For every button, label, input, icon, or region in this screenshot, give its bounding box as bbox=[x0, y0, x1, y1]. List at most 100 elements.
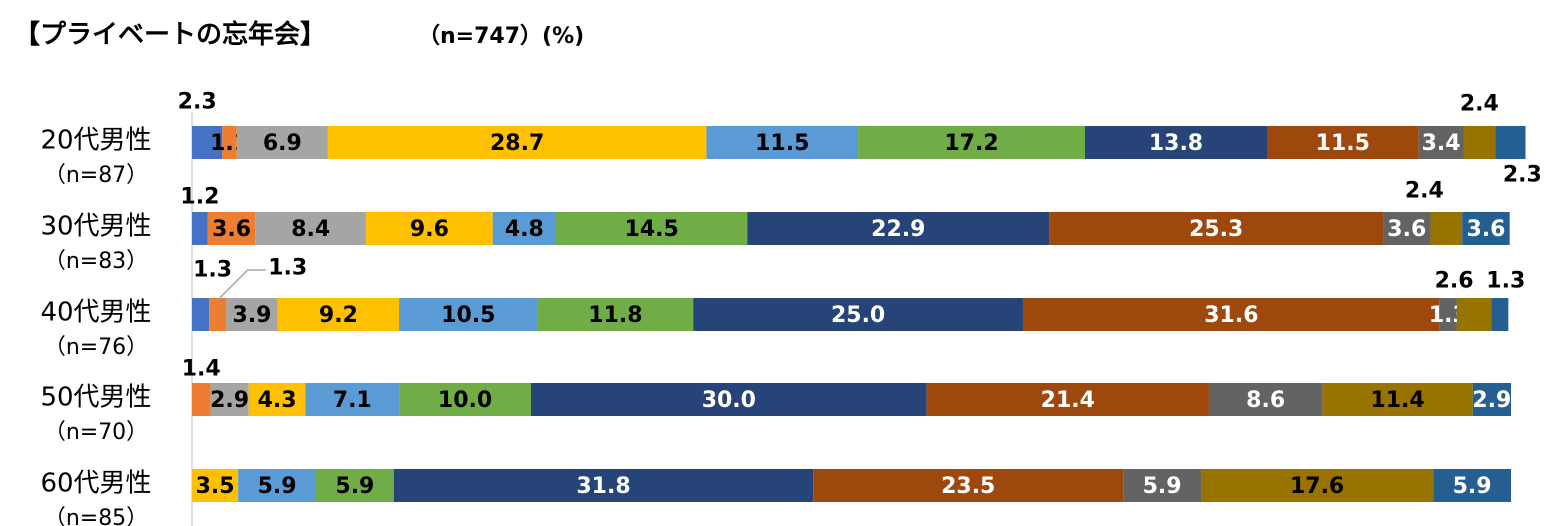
category-label: 50代男性 bbox=[40, 383, 151, 413]
data-label: 4.3 bbox=[258, 388, 297, 413]
data-label: 31.6 bbox=[1204, 303, 1258, 328]
bar-segment bbox=[238, 469, 316, 502]
data-label: 3.6 bbox=[212, 217, 251, 242]
category-n-label: （n=70） bbox=[44, 420, 148, 445]
bar-segment bbox=[1472, 383, 1511, 416]
bar-segment bbox=[858, 126, 1085, 159]
category-n-label: （n=83） bbox=[44, 249, 148, 274]
data-label: 1.3 bbox=[268, 256, 307, 281]
data-label: 5.9 bbox=[1143, 474, 1182, 499]
data-label: 8.6 bbox=[1246, 388, 1285, 413]
bar-segment bbox=[926, 383, 1209, 416]
data-label: 2.4 bbox=[1405, 179, 1444, 204]
bar-segment bbox=[1491, 298, 1509, 331]
data-label: 5.9 bbox=[335, 474, 374, 499]
category-n-label: （n=85） bbox=[44, 506, 148, 526]
data-label: 11.5 bbox=[1316, 131, 1370, 156]
bar-segment bbox=[1430, 212, 1463, 245]
bar-segment bbox=[366, 212, 493, 245]
bar-segment bbox=[315, 469, 394, 502]
bar-segment bbox=[1495, 126, 1526, 159]
bar-segment bbox=[537, 298, 694, 331]
data-label: 8.4 bbox=[291, 217, 330, 242]
data-label: 4.8 bbox=[505, 217, 544, 242]
bar-segment bbox=[209, 298, 227, 331]
data-label: 3.6 bbox=[1387, 217, 1426, 242]
bar-segment bbox=[1456, 298, 1492, 331]
bar-segment bbox=[393, 469, 814, 502]
bar-segment bbox=[1322, 383, 1473, 416]
bar-segment bbox=[1462, 212, 1510, 245]
chart-title: 【プライベートの忘年会】 bbox=[14, 20, 327, 50]
data-label: 2.4 bbox=[1460, 92, 1499, 117]
data-label: 14.5 bbox=[625, 217, 679, 242]
bar-segment bbox=[222, 126, 237, 159]
data-label: 11.8 bbox=[588, 303, 642, 328]
bar-segment bbox=[706, 126, 859, 159]
data-label: 17.6 bbox=[1290, 474, 1344, 499]
bar-segment bbox=[192, 383, 211, 416]
data-label: 3.6 bbox=[1466, 217, 1505, 242]
bar-segment bbox=[1418, 126, 1464, 159]
bar-segment bbox=[192, 469, 239, 502]
data-label: 11.4 bbox=[1370, 388, 1424, 413]
data-label: 2.3 bbox=[1503, 163, 1542, 188]
data-label: 2.3 bbox=[178, 90, 217, 115]
bar-segment bbox=[1022, 298, 1440, 331]
bar-segment bbox=[192, 126, 223, 159]
bar-segment bbox=[226, 298, 278, 331]
data-label: 23.5 bbox=[941, 474, 995, 499]
data-label: 9.2 bbox=[319, 303, 358, 328]
data-label: 2.9 bbox=[1472, 388, 1511, 413]
bar-segment bbox=[556, 212, 748, 245]
data-label: 7.1 bbox=[333, 388, 372, 413]
data-label: 3.5 bbox=[196, 474, 235, 499]
leader-line bbox=[217, 269, 266, 301]
data-label: 1.3 bbox=[1486, 269, 1525, 294]
data-label: 5.9 bbox=[258, 474, 297, 499]
data-label: 17.2 bbox=[944, 131, 998, 156]
data-label: 31.8 bbox=[576, 474, 630, 499]
data-label: 3.4 bbox=[1422, 131, 1461, 156]
bar-segment bbox=[277, 298, 400, 331]
bar-segment bbox=[492, 212, 557, 245]
bar-segment bbox=[207, 212, 256, 245]
category-n-label: （n=87） bbox=[44, 163, 148, 188]
data-label: 22.9 bbox=[871, 217, 925, 242]
bar-segment bbox=[1208, 383, 1323, 416]
data-label: 1.4 bbox=[182, 357, 221, 382]
bar-segment bbox=[1266, 126, 1419, 159]
bar-segment bbox=[1201, 469, 1434, 502]
bar-segment bbox=[813, 469, 1124, 502]
bar-segment bbox=[399, 298, 538, 331]
bar-segment bbox=[1383, 212, 1431, 245]
bar-segment bbox=[1084, 126, 1267, 159]
data-label: 25.3 bbox=[1189, 217, 1243, 242]
data-label: 30.0 bbox=[702, 388, 756, 413]
data-label: 1.2 bbox=[180, 185, 219, 210]
data-label: 10.0 bbox=[438, 388, 492, 413]
bar-segment bbox=[248, 383, 306, 416]
data-label: 10.5 bbox=[441, 303, 495, 328]
bar-segment bbox=[192, 212, 208, 245]
bar-segment bbox=[1123, 469, 1202, 502]
data-label: 21.4 bbox=[1041, 388, 1095, 413]
bar-segment bbox=[747, 212, 1050, 245]
bar-segment bbox=[399, 383, 531, 416]
bar-segment bbox=[210, 383, 249, 416]
bar-segment bbox=[236, 126, 328, 159]
bar-segment bbox=[1049, 212, 1384, 245]
bar-segment bbox=[1439, 298, 1457, 331]
bar-segment bbox=[255, 212, 367, 245]
category-label: 20代男性 bbox=[40, 126, 151, 156]
bar-segment bbox=[693, 298, 1023, 331]
data-label: 13.8 bbox=[1149, 131, 1203, 156]
bar-segment bbox=[1433, 469, 1511, 502]
bar-segment bbox=[1463, 126, 1496, 159]
bar-segment bbox=[192, 298, 210, 331]
data-label: 2.6 bbox=[1435, 269, 1474, 294]
category-label: 30代男性 bbox=[40, 212, 151, 242]
data-label: 6.9 bbox=[263, 131, 302, 156]
data-label: 1.3 bbox=[193, 258, 232, 283]
